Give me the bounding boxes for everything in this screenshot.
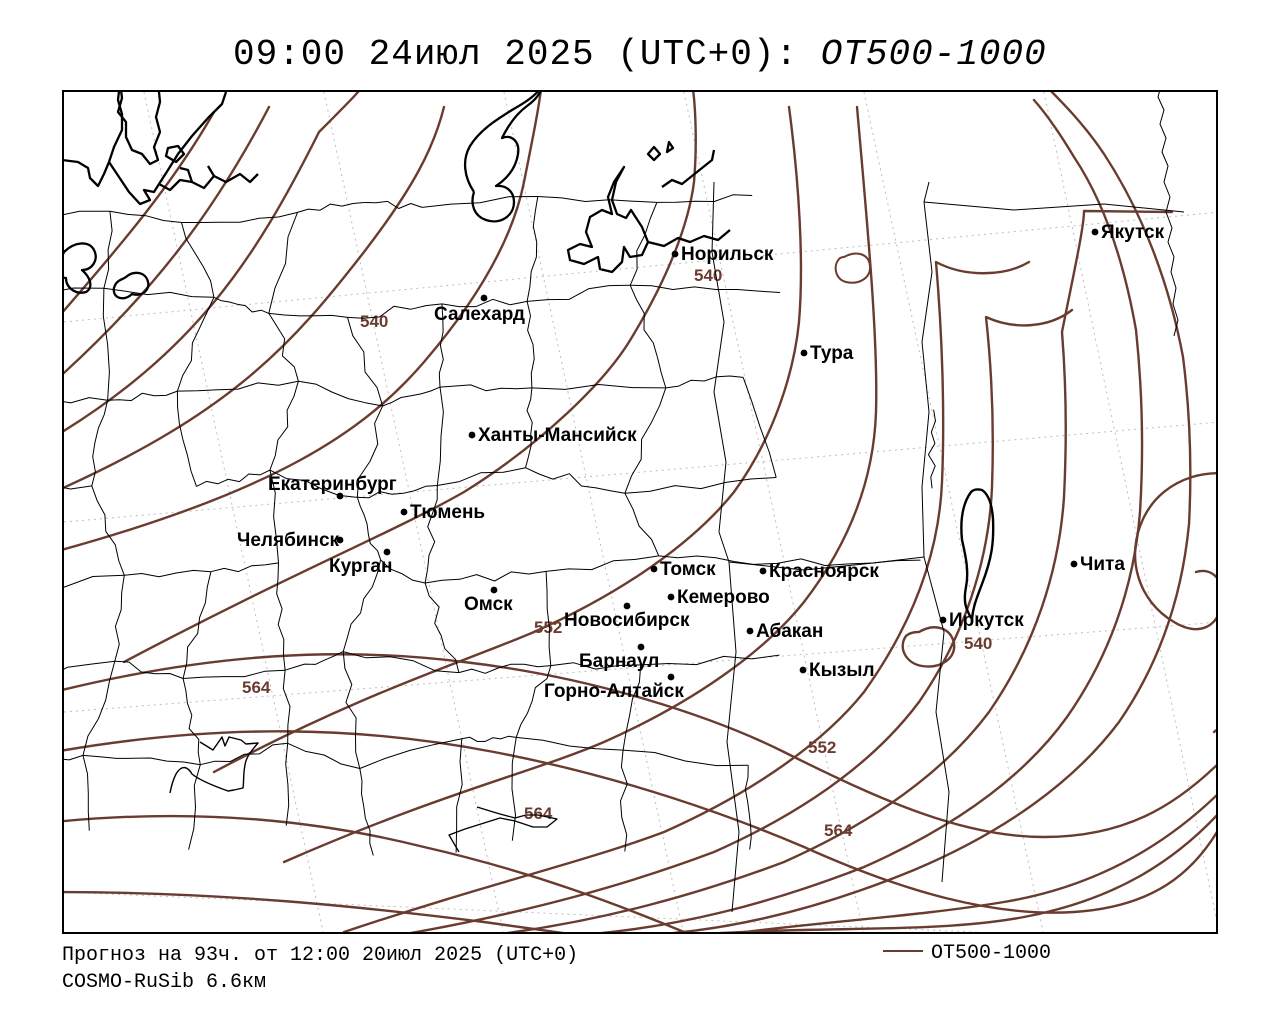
svg-text:Салехард: Салехард: [434, 304, 525, 325]
svg-text:540: 540: [964, 634, 992, 653]
svg-text:Иркутск: Иркутск: [949, 610, 1024, 631]
svg-text:Омск: Омск: [464, 594, 513, 615]
svg-text:Томск: Томск: [660, 559, 716, 580]
svg-text:Ханты-Мансийск: Ханты-Мансийск: [478, 425, 637, 446]
svg-text:Курган: Курган: [329, 556, 392, 577]
svg-text:Абакан: Абакан: [756, 621, 823, 642]
svg-text:Красноярск: Красноярск: [769, 561, 879, 582]
svg-text:Тюмень: Тюмень: [410, 502, 485, 523]
svg-text:540: 540: [360, 312, 388, 331]
svg-text:Новосибирск: Новосибирск: [564, 610, 690, 631]
svg-text:564: 564: [824, 821, 853, 840]
svg-text:552: 552: [808, 738, 836, 757]
svg-text:Норильск: Норильск: [681, 244, 774, 265]
svg-text:Горно-Алтайск: Горно-Алтайск: [544, 681, 684, 702]
svg-text:Екатеринбург: Екатеринбург: [268, 474, 397, 495]
svg-text:Чита: Чита: [1080, 554, 1125, 575]
svg-text:Кызыл: Кызыл: [809, 660, 875, 681]
svg-text:Кемерово: Кемерово: [677, 587, 770, 608]
svg-text:Якутск: Якутск: [1101, 222, 1165, 243]
svg-text:564: 564: [524, 804, 553, 823]
svg-text:540: 540: [694, 266, 722, 285]
svg-text:564: 564: [242, 678, 271, 697]
svg-text:Челябинск: Челябинск: [237, 530, 340, 551]
svg-text:Тура: Тура: [810, 343, 854, 364]
svg-text:Барнаул: Барнаул: [579, 651, 659, 672]
